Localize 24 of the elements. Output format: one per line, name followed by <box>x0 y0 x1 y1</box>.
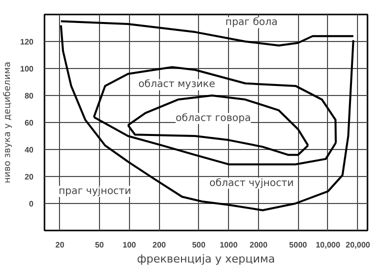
annotation: праг бола <box>225 17 278 28</box>
x-tick-label: 100 <box>122 240 137 250</box>
y-tick-label: 80 <box>24 92 34 100</box>
x-tick-label: 5000 <box>289 240 308 250</box>
x-tick-label: 10,000 <box>316 240 341 250</box>
x-tick-label: 500 <box>192 240 206 250</box>
x-tick-label: 2000 <box>250 240 268 250</box>
y-axis-title: ниво звука у децибелима <box>3 62 14 184</box>
x-tick-label: 20,000 <box>346 240 371 250</box>
y-tick-label: 0 <box>29 200 34 208</box>
x-axis-title: фреквенција у херцима <box>136 252 276 266</box>
y-tick-label: 20 <box>24 172 34 182</box>
x-tick-label: 1000 <box>220 240 238 250</box>
y-tick-label: 100 <box>20 64 34 74</box>
y-tick-label: 40 <box>24 146 34 154</box>
x-tick-label: 20 <box>55 240 65 250</box>
x-tick-label: 50 <box>94 240 104 250</box>
y-tick-label: 60 <box>24 118 34 128</box>
y-tick-label: 120 <box>20 38 34 46</box>
annotation: област чујности <box>209 178 294 189</box>
annotation: област музике <box>138 79 216 90</box>
annotation: област говора <box>176 112 251 124</box>
annotation: праг чујности <box>58 186 132 197</box>
x-tick-label: 200 <box>152 240 166 250</box>
